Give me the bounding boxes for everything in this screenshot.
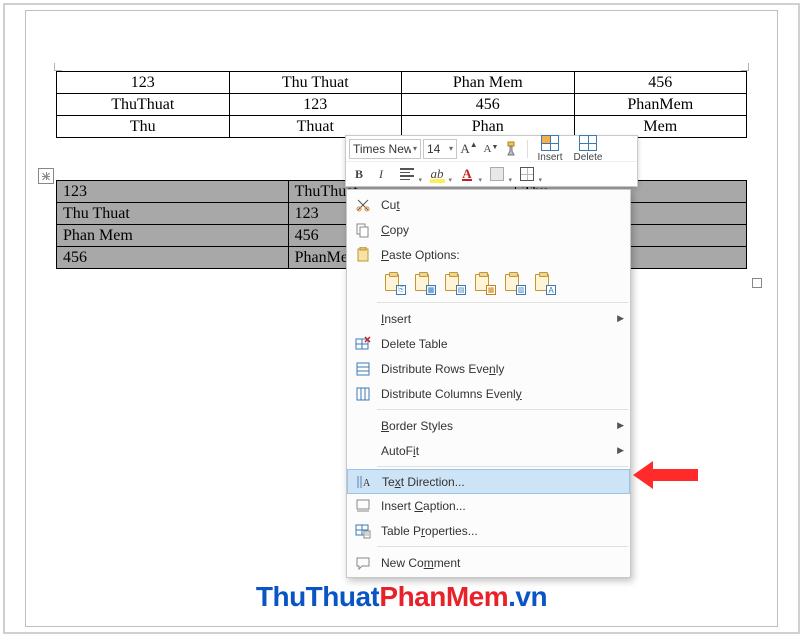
menu-copy[interactable]: Copy: [347, 217, 630, 242]
distribute-cols-icon: [351, 384, 375, 404]
paste-keep-source-button[interactable]: ⎘: [379, 269, 405, 295]
chevron-down-icon: ▾: [413, 144, 417, 153]
align-button[interactable]: [393, 164, 421, 184]
comment-icon: [351, 553, 375, 573]
italic-button[interactable]: I: [371, 164, 391, 184]
bold-button[interactable]: B: [349, 164, 369, 184]
menu-separator: [377, 409, 628, 410]
delete-table-icon: [351, 334, 375, 354]
insert-table-icon: [541, 135, 559, 151]
paste-icon: [351, 245, 375, 265]
cell[interactable]: Thu Thuat: [57, 203, 289, 225]
menu-autofit[interactable]: AutoFit ▶: [347, 438, 630, 463]
paste-merge-button[interactable]: ▤: [439, 269, 465, 295]
shrink-font-button[interactable]: A▼: [481, 139, 501, 159]
format-painter-button[interactable]: [503, 139, 523, 159]
submenu-arrow-icon: ▶: [617, 445, 624, 456]
margin-corner-tr: [741, 63, 749, 71]
menu-cut[interactable]: Cut: [347, 192, 630, 217]
menu-paste-options-header: Paste Options:: [347, 242, 630, 267]
delete-table-icon: [579, 135, 597, 151]
cell[interactable]: Thu Thuat: [229, 72, 402, 94]
shading-button[interactable]: [483, 164, 511, 184]
chevron-down-icon: ▾: [449, 144, 453, 153]
menu-insert[interactable]: Insert ▶: [347, 306, 630, 331]
paste-text-only-button[interactable]: A: [529, 269, 555, 295]
cell[interactable]: 123: [229, 94, 402, 116]
font-size-combo[interactable]: 14▾: [423, 139, 457, 159]
menu-table-properties[interactable]: Table Properties...: [347, 518, 630, 543]
cell[interactable]: Phan Mem: [57, 225, 289, 247]
cell[interactable]: 456: [57, 247, 289, 269]
menu-separator: [377, 546, 628, 547]
font-color-button[interactable]: A: [453, 164, 481, 184]
cell[interactable]: Thu: [57, 116, 230, 138]
font-name-combo[interactable]: Times New▾: [349, 139, 421, 159]
borders-button[interactable]: [513, 164, 541, 184]
grow-font-button[interactable]: A▲: [459, 139, 479, 159]
menu-border-styles[interactable]: Border Styles ▶: [347, 413, 630, 438]
red-arrow-annotation: [633, 459, 698, 491]
margin-corner-tl: [54, 63, 62, 71]
cell[interactable]: 456: [574, 72, 747, 94]
paste-nest-table-button[interactable]: ▦: [409, 269, 435, 295]
menu-distribute-cols[interactable]: Distribute Columns Evenly: [347, 381, 630, 406]
menu-separator: [377, 466, 628, 467]
insert-label: Insert: [537, 152, 562, 163]
menu-text-direction[interactable]: A Text Direction...: [347, 469, 630, 494]
highlight-button[interactable]: ab: [423, 164, 451, 184]
menu-delete-table[interactable]: Delete Table: [347, 331, 630, 356]
cell[interactable]: Phan Mem: [402, 72, 575, 94]
insert-table-button[interactable]: Insert: [532, 135, 568, 163]
context-menu: Cut Copy Paste Options: ⎘ ▦ ▤ ▦ ▥ A Inse…: [346, 189, 631, 578]
menu-separator: [377, 302, 628, 303]
table-move-handle[interactable]: [38, 168, 54, 184]
text-direction-icon: A: [352, 472, 376, 492]
watermark: ThuThuatPhanMem.vn: [0, 581, 803, 613]
menu-insert-caption[interactable]: Insert Caption...: [347, 493, 630, 518]
cell[interactable]: 123: [57, 72, 230, 94]
menu-distribute-rows[interactable]: Distribute Rows Evenly: [347, 356, 630, 381]
mini-toolbar: Times New▾ 14▾ A▲ A▼ Insert Delete B I a…: [345, 135, 638, 187]
cell[interactable]: PhanMem: [574, 94, 747, 116]
scissors-icon: [351, 195, 375, 215]
submenu-arrow-icon: ▶: [617, 313, 624, 324]
delete-label: Delete: [574, 152, 603, 163]
distribute-rows-icon: [351, 359, 375, 379]
table-row: ThuThuat 123 456 PhanMem: [57, 94, 747, 116]
cell[interactable]: ThuThuat: [57, 94, 230, 116]
svg-text:A: A: [363, 478, 371, 489]
paste-options-row: ⎘ ▦ ▤ ▦ ▥ A: [347, 267, 630, 299]
paste-overwrite-button[interactable]: ▥: [499, 269, 525, 295]
cell[interactable]: 123: [57, 181, 289, 203]
table-properties-icon: [351, 521, 375, 541]
table-1[interactable]: 123 Thu Thuat Phan Mem 456 ThuThuat 123 …: [56, 71, 747, 138]
table-row: 123 Thu Thuat Phan Mem 456: [57, 72, 747, 94]
cell[interactable]: 456: [402, 94, 575, 116]
delete-table-button[interactable]: Delete: [570, 135, 606, 163]
submenu-arrow-icon: ▶: [617, 420, 624, 431]
paste-insert-button[interactable]: ▦: [469, 269, 495, 295]
menu-new-comment[interactable]: New Comment: [347, 550, 630, 575]
table-resize-handle[interactable]: [752, 278, 762, 288]
copy-icon: [351, 220, 375, 240]
caption-icon: [351, 496, 375, 516]
